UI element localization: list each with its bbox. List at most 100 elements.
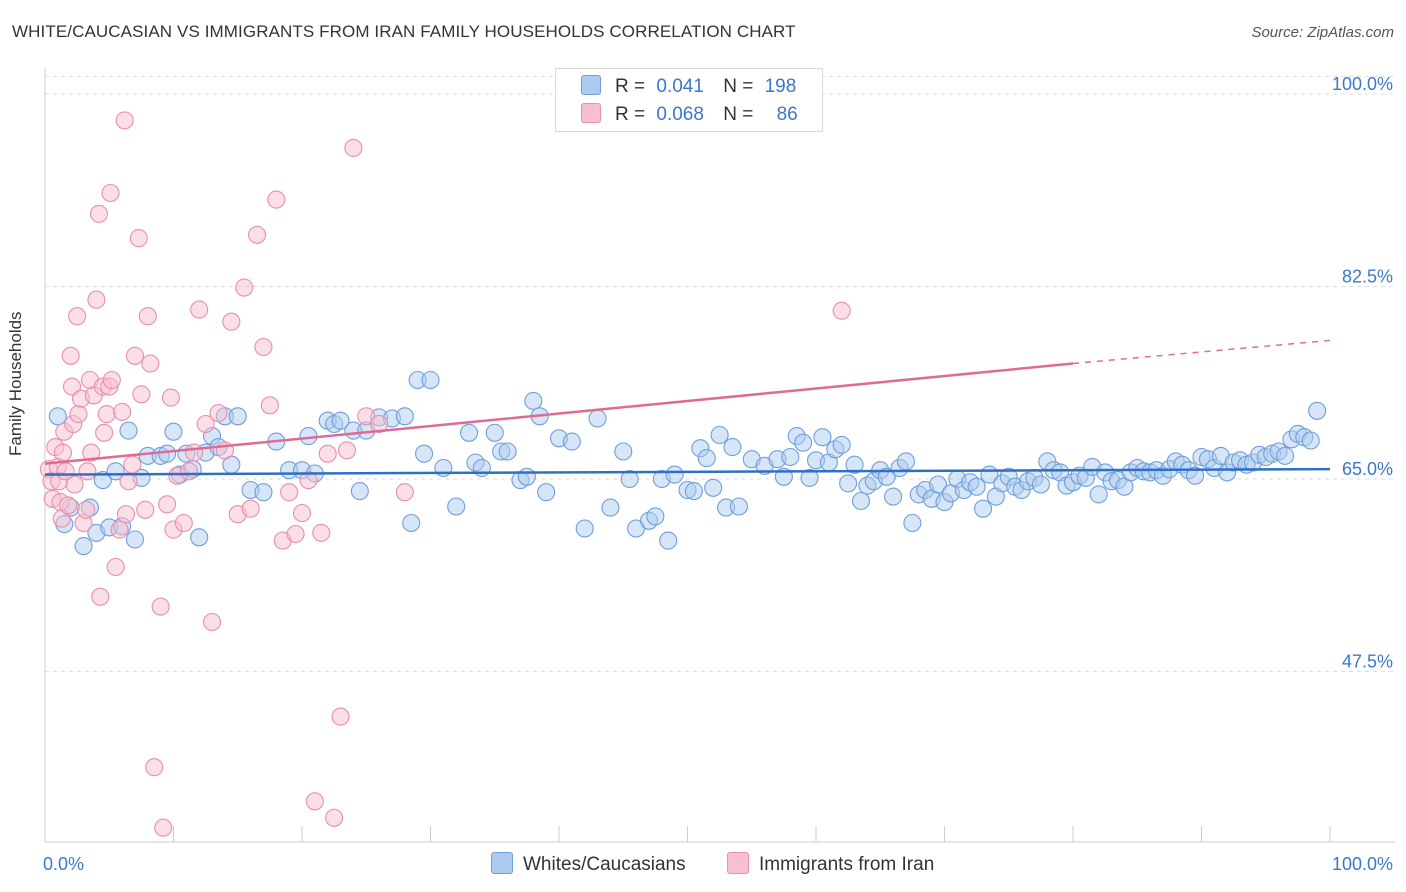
point-iran — [209, 403, 228, 423]
point-whites — [646, 507, 665, 526]
point-iran — [344, 138, 363, 157]
point-whites — [164, 422, 183, 441]
y-tick-label: 47.5% — [1342, 652, 1393, 672]
point-iran — [161, 388, 180, 407]
point-iran — [299, 471, 318, 490]
point-iran — [370, 414, 389, 434]
point-whites — [620, 469, 639, 489]
point-whites — [665, 465, 684, 484]
point-whites — [524, 391, 543, 410]
stats-legend: R = 0.041 N = 198 R = 0.068 N = 86 — [555, 68, 823, 132]
point-iran — [77, 500, 96, 519]
point-iran — [247, 225, 267, 244]
point-whites — [723, 438, 742, 457]
point-whites — [125, 530, 144, 549]
point-iran — [59, 496, 78, 515]
point-whites — [537, 483, 556, 502]
point-whites — [588, 409, 607, 428]
point-whites — [697, 449, 716, 468]
point-iran — [68, 307, 87, 326]
point-whites — [459, 423, 479, 442]
point-iran — [286, 524, 305, 544]
bottom-legend-swatch-blue — [491, 852, 513, 874]
point-whites — [967, 477, 986, 496]
series-iran-points — [39, 111, 851, 837]
point-whites — [395, 407, 414, 426]
point-iran — [91, 587, 110, 606]
point-whites — [1089, 485, 1108, 504]
point-whites — [299, 427, 318, 446]
point-iran — [132, 385, 151, 404]
point-whites — [119, 421, 138, 440]
point-whites — [710, 425, 729, 445]
legend-r-value: 0.068 — [656, 104, 704, 125]
point-whites — [48, 407, 67, 426]
point-whites — [800, 468, 819, 487]
point-iran — [78, 462, 97, 481]
point-whites — [839, 474, 858, 493]
point-iran — [190, 300, 209, 319]
point-whites — [1308, 401, 1327, 420]
y-tick-label: 100.0% — [1332, 74, 1393, 94]
point-whites — [485, 423, 504, 442]
point-whites — [929, 475, 948, 494]
point-whites — [973, 499, 993, 518]
legend-r-label: R = — [615, 104, 646, 125]
legend-r-label: R = — [615, 76, 646, 97]
point-iran — [129, 229, 148, 248]
point-iran — [125, 346, 144, 365]
point-iran — [318, 444, 337, 463]
bottom-legend-label-iran: Immigrants from Iran — [759, 854, 935, 875]
x-tick-label-max: 100.0% — [1332, 854, 1393, 874]
point-whites — [1275, 446, 1295, 465]
point-iran — [87, 290, 106, 309]
point-whites — [1301, 431, 1320, 450]
point-whites — [813, 428, 832, 447]
point-whites — [350, 482, 369, 501]
point-whites — [158, 444, 177, 463]
point-iran — [89, 204, 109, 223]
point-whites — [254, 483, 273, 502]
point-iran — [254, 337, 273, 357]
trend-line-iran-extension — [1072, 339, 1331, 365]
point-iran — [106, 557, 125, 577]
trend-line-iran — [44, 362, 1074, 465]
legend-r-value: 0.041 — [656, 76, 704, 97]
legend-row-whites: R = 0.041 N = 198 — [581, 75, 796, 98]
legend-swatch-blue — [581, 75, 601, 95]
point-iran — [235, 278, 254, 297]
point-iran — [280, 483, 299, 502]
point-whites — [575, 519, 594, 538]
chart-source: Source: ZipAtlas.com — [1251, 24, 1394, 41]
point-iran — [95, 423, 114, 442]
point-whites — [402, 513, 421, 533]
point-iran — [154, 818, 173, 837]
point-whites — [884, 487, 903, 506]
point-iran — [331, 707, 350, 726]
point-iran — [65, 475, 84, 494]
chart-title: WHITE/CAUCASIAN VS IMMIGRANTS FROM IRAN … — [12, 22, 796, 41]
point-iran — [101, 183, 120, 203]
point-whites — [794, 433, 813, 452]
point-iran — [260, 396, 279, 415]
y-tick-label: 65.0% — [1342, 459, 1393, 479]
point-whites — [331, 411, 350, 430]
axes — [44, 68, 1395, 843]
legend-n-label: N = — [723, 104, 754, 125]
point-iran — [241, 499, 260, 518]
point-iran — [115, 111, 134, 130]
bottom-legend-whites: Whites/Caucasians — [491, 852, 686, 876]
point-iran — [337, 441, 357, 460]
trend-lines — [44, 339, 1331, 476]
point-iran — [110, 520, 129, 539]
point-whites — [415, 444, 434, 463]
legend-swatch-pink — [581, 103, 601, 123]
legend-n-label: N = — [723, 76, 754, 97]
point-whites — [851, 491, 871, 511]
point-whites — [684, 482, 703, 501]
bottom-legend-iran: Immigrants from Iran — [727, 852, 934, 876]
point-whites — [190, 528, 209, 547]
series-whites-points — [48, 370, 1327, 556]
point-iran — [145, 758, 164, 777]
